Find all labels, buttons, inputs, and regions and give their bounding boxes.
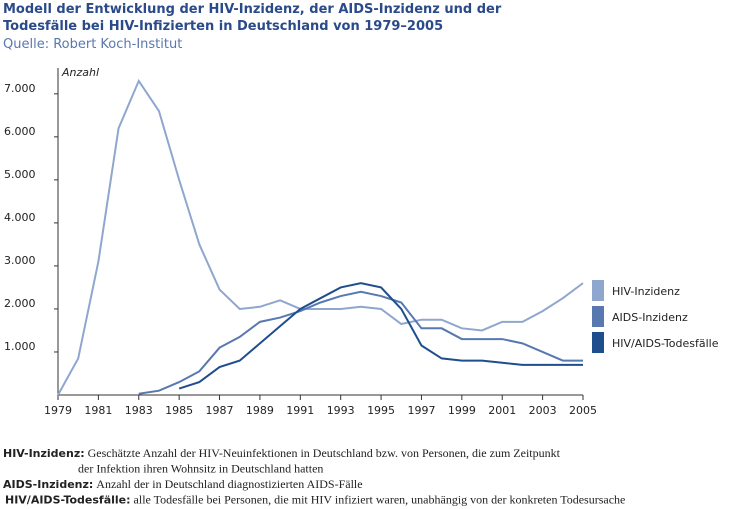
x-tick-label: 2005 (569, 404, 597, 417)
x-tick-label: 1981 (84, 404, 112, 417)
x-tick-label: 1993 (327, 404, 355, 417)
x-tick-label: 1987 (206, 404, 234, 417)
x-tick-label: 1989 (246, 404, 274, 417)
footnote: der Infektion ihren Wohnsitz in Deutschl… (78, 462, 323, 476)
legend-swatch (592, 306, 604, 327)
legend-label: HIV/AIDS-Todesfälle (612, 337, 719, 350)
footnote: HIV/AIDS-Todesfälle: alle Todesfälle bei … (5, 493, 625, 507)
footnote-text: der Infektion ihren Wohnsitz in Deutschl… (78, 462, 323, 476)
footnote-term: AIDS-Inzidenz: (3, 478, 93, 491)
legend-label: AIDS-Inzidenz (612, 311, 688, 324)
legend-swatch (592, 280, 604, 301)
y-axis-label: Anzahl (61, 66, 99, 79)
footnote-term: HIV/AIDS-Todesfälle: (5, 494, 131, 507)
x-tick-label: 2003 (529, 404, 557, 417)
y-tick-label: 4.000 (4, 211, 36, 224)
series-line (57, 78, 584, 396)
y-tick-label: 1.000 (4, 340, 36, 353)
series-line (138, 290, 583, 395)
x-tick-label: 1999 (448, 404, 476, 417)
y-tick-label: 3.000 (4, 254, 36, 267)
x-tick-label: 1991 (286, 404, 314, 417)
chart-title: Modell der Entwicklung der HIV-Inzidenz,… (3, 2, 502, 17)
chart-title: Todesfälle bei HIV-Infizierten in Deutsc… (3, 19, 443, 34)
y-tick-label: 5.000 (4, 168, 36, 181)
footnote-text: alle Todesfälle bei Personen, die mit HI… (134, 493, 626, 507)
x-tick-label: 1997 (407, 404, 435, 417)
legend-swatch (592, 332, 604, 353)
footnote: HIV-Inzidenz: Geschätzte Anzahl der HIV-N… (3, 446, 561, 460)
legend-label: HIV-Inzidenz (612, 285, 680, 298)
y-tick-label: 7.000 (4, 82, 36, 95)
footnote-text: Anzahl der in Deutschland diagnostiziert… (96, 477, 362, 491)
chart-subtitle: Quelle: Robert Koch-Institut (3, 37, 182, 52)
footnote: AIDS-Inzidenz: Anzahl der in Deutschland … (3, 477, 363, 491)
x-tick-label: 1983 (125, 404, 153, 417)
x-tick-label: 2001 (488, 404, 516, 417)
y-tick-label: 2.000 (4, 297, 36, 310)
x-tick-label: 1985 (165, 404, 193, 417)
x-tick-label: 1979 (44, 404, 72, 417)
footnote-text: Geschätzte Anzahl der HIV-Neuinfektionen… (88, 446, 561, 460)
series-line (178, 282, 583, 390)
x-tick-label: 1995 (367, 404, 395, 417)
y-tick-label: 6.000 (4, 125, 36, 138)
footnote-term: HIV-Inzidenz: (3, 447, 85, 460)
